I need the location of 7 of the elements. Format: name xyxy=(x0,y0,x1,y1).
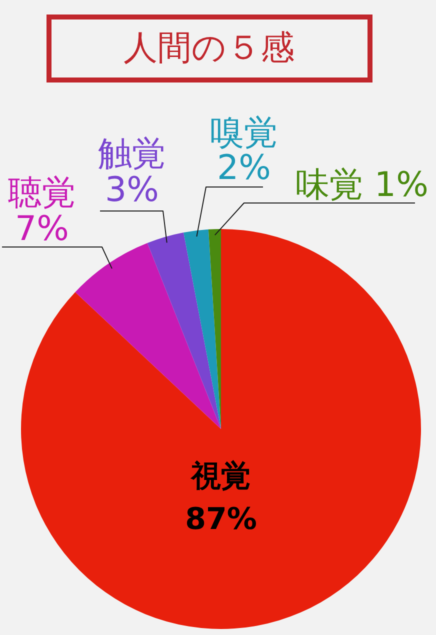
slice-label: 味覚 1% xyxy=(296,165,428,205)
pie-slice xyxy=(75,243,221,429)
chart-title: 人間の５感 xyxy=(124,28,294,68)
slice-label: 視覚 xyxy=(190,459,251,494)
pie-slice xyxy=(147,232,221,429)
data-label: 87% xyxy=(185,502,257,537)
pie-slice xyxy=(184,229,221,429)
